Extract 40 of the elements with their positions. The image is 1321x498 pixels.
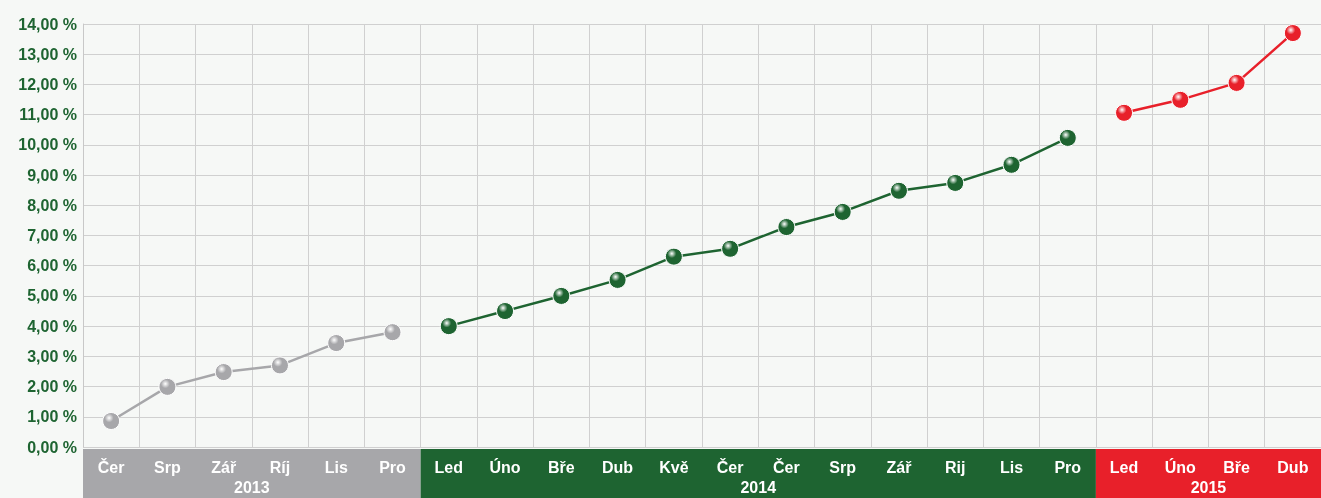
y-tick-label: 0,00 % [27, 438, 77, 456]
y-tick-label: 12,00 % [18, 75, 77, 93]
y-tick-label: 13,00 % [18, 45, 77, 63]
text: 2014 [740, 478, 777, 496]
y-tick-label: 10,00 % [18, 136, 77, 154]
x-tick-label: Led [434, 458, 463, 476]
x-tick-label: Dub [602, 458, 634, 476]
x-tick-label: Kvě [659, 458, 689, 476]
x-tick-label: Pro [379, 458, 407, 476]
x-tick-label: Lis [324, 458, 348, 476]
y-tick-label: 11,00 % [19, 106, 77, 124]
text: 2015 [1190, 478, 1227, 496]
x-tick-label: Rij [945, 458, 966, 476]
x-tick-label: Srp [829, 458, 857, 476]
y-tick-label: 9,00 % [27, 166, 77, 184]
y-tick-label: 7,00 % [27, 227, 77, 244]
y-tick-label: 2,00 % [27, 378, 77, 396]
x-tick-label: Čer [773, 457, 800, 476]
x-tick-label: Dub [1277, 458, 1309, 476]
y-tick-label: 14,00 % [18, 15, 77, 33]
x-tick-label: Čer [716, 457, 744, 476]
x-tick-label: Lis [999, 458, 1024, 476]
x-tick-label: Srp [154, 458, 181, 476]
x-tick-label: Bře [1223, 458, 1251, 476]
x-tick-label: Ríj [269, 458, 291, 476]
y-tick-label: 3,00 % [27, 347, 77, 365]
y-tick-label: 8,00 % [27, 196, 77, 214]
x-tick-label: Led [1109, 458, 1139, 476]
x-tick-label: Zář [211, 458, 237, 476]
x-tick-label: Bře [547, 458, 575, 476]
x-tick-label: Zář [886, 458, 913, 476]
text: 2013 [234, 478, 270, 496]
x-tick-label: Úno [1164, 457, 1197, 476]
y-tick-label: 6,00 % [27, 257, 77, 275]
x-tick-label: Čer [97, 457, 125, 476]
x-tick-label: Pro [1054, 458, 1082, 476]
y-tick-label: 4,00 % [27, 317, 77, 335]
y-tick-label: 5,00 % [27, 287, 77, 305]
y-tick-label: 1,00 % [27, 408, 77, 426]
x-tick-label: Úno [489, 457, 521, 476]
